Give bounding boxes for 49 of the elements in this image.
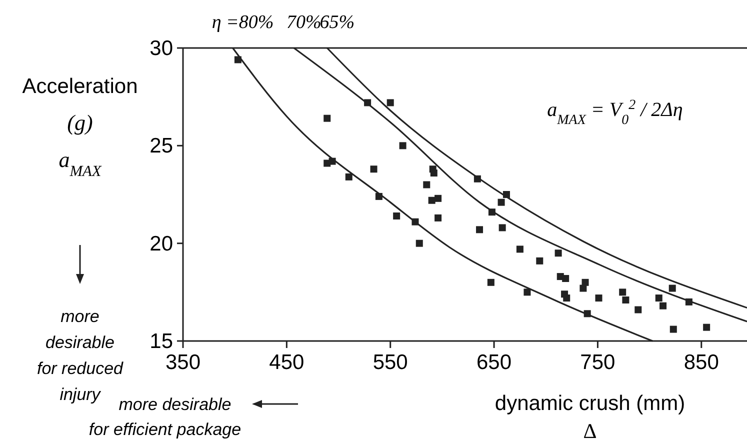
point (416, 240, 423, 247)
point (393, 212, 400, 220)
point (562, 274, 570, 282)
series-label: η =80% (212, 12, 274, 33)
point (660, 302, 667, 310)
point (345, 173, 352, 180)
point (430, 170, 438, 177)
point (324, 114, 331, 122)
x-axis-title: dynamic crush (mm) Δ (494, 392, 686, 443)
series-label: 65% (320, 12, 355, 33)
point (595, 294, 602, 302)
point (670, 326, 677, 333)
point (498, 224, 506, 232)
annotation: a$_{MAX}$ = V$_{0}$$^{2}$ / 2Δη (547, 98, 683, 128)
x-tick-label: 350 (165, 351, 201, 374)
x-tick-label: 850 (684, 351, 719, 374)
point (536, 257, 544, 264)
point (655, 294, 662, 302)
point (619, 288, 626, 296)
x-tick-label: 550 (372, 351, 408, 374)
point (423, 181, 430, 188)
point (524, 288, 531, 296)
x-tick-label: 750 (580, 351, 616, 374)
point (668, 284, 676, 292)
point (580, 284, 587, 292)
point (554, 250, 562, 257)
point (487, 278, 494, 286)
x-tick-label: 650 (476, 351, 512, 374)
point (399, 142, 406, 150)
y-tick-label: 15 (150, 330, 173, 353)
y-tick-label: 20 (150, 232, 173, 256)
y-tick-label: 30 (150, 37, 173, 60)
point (582, 278, 589, 286)
point (434, 194, 442, 202)
y-tick-label: 25 (150, 134, 173, 158)
point (516, 246, 524, 253)
point (386, 99, 394, 106)
point (370, 166, 378, 173)
y-axis-title: Acceleration (g) a$_{MAX}$ (22, 75, 138, 180)
point (476, 226, 484, 234)
point (428, 196, 436, 204)
point (563, 294, 570, 302)
series-label: 70% (286, 12, 322, 33)
point (622, 296, 630, 304)
point (703, 324, 710, 331)
point (498, 198, 505, 206)
x-tick-label: 450 (269, 351, 304, 374)
point (434, 214, 442, 222)
point (634, 306, 642, 314)
